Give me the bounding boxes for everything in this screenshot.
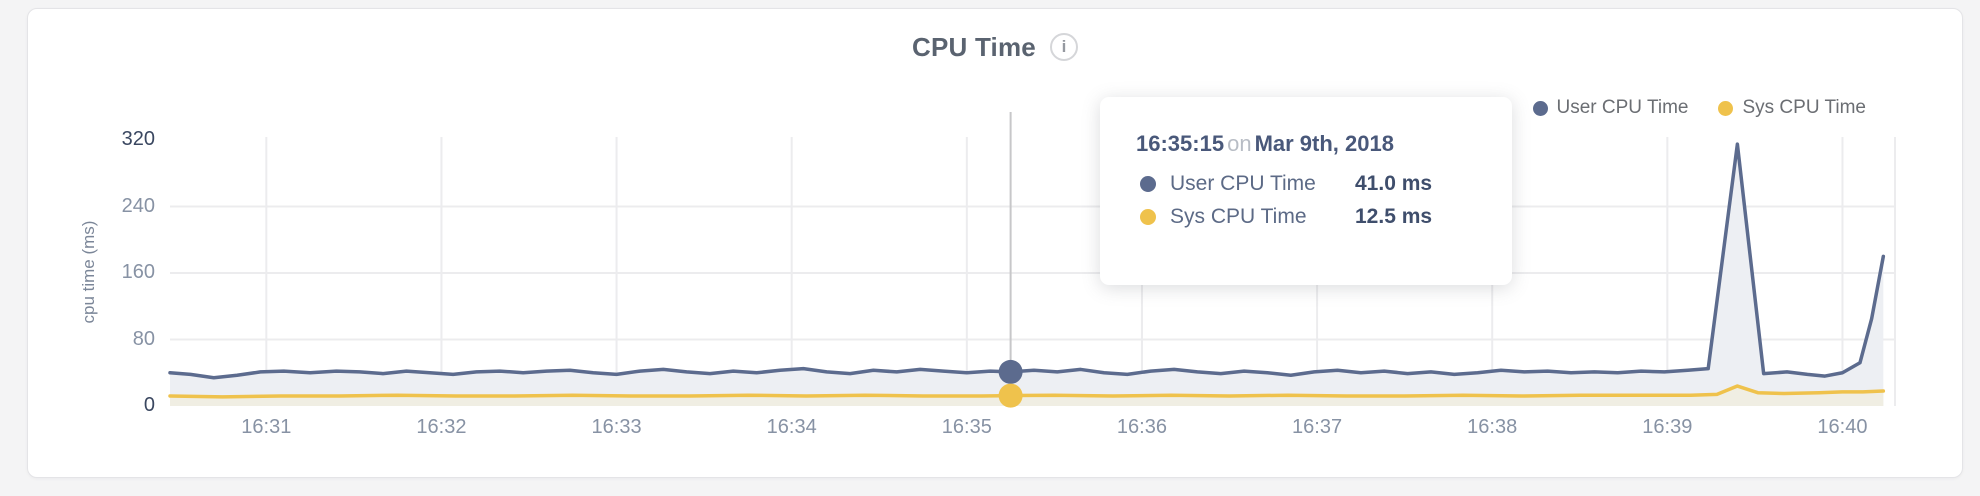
tooltip-time: 16:35:15: [1136, 131, 1225, 156]
tooltip-row: User CPU Time 41.0 ms: [1136, 170, 1512, 198]
legend-label: User CPU Time: [1556, 97, 1689, 118]
hover-dot-user: [998, 359, 1023, 384]
legend: User CPU Time Sys CPU Time: [1532, 97, 1866, 119]
tooltip-series-dot-icon: [1140, 209, 1156, 225]
tooltip-header: 16:35:15 on Mar 9th, 2018: [1136, 131, 1512, 157]
y-tick-label: 0: [143, 394, 155, 416]
y-tick-label: 320: [121, 128, 155, 150]
x-tick-label: 16:31: [241, 416, 292, 438]
y-tick-label: 240: [121, 194, 155, 217]
legend-dot-icon: [1718, 100, 1734, 116]
tooltip-series-value: 12.5 ms: [1355, 205, 1433, 228]
tooltip-date: Mar 9th, 2018: [1254, 131, 1394, 156]
legend-dot-icon: [1532, 100, 1548, 116]
x-tick-label: 16:38: [1467, 416, 1518, 438]
x-tick-label: 16:37: [1292, 416, 1343, 438]
sys-cpu-line: [168, 384, 1886, 399]
user-cpu-line: [168, 142, 1886, 380]
user-cpu-area: [170, 144, 1884, 406]
info-icon[interactable]: i: [1049, 33, 1078, 61]
tooltip: 16:35:15 on Mar 9th, 2018 User CPU Time 41.…: [1100, 97, 1512, 285]
tooltip-series-dot-icon: [1140, 176, 1156, 192]
chart-title-row: CPU Time i: [27, 30, 1963, 64]
tooltip-rows: User CPU Time 41.0 ms Sys CPU Time 12.5 ms: [1136, 170, 1512, 231]
y-tick-label: 160: [121, 261, 155, 283]
tooltip-conjunction: on: [1227, 131, 1252, 156]
legend-label: Sys CPU Time: [1742, 97, 1866, 118]
x-tick-label: 16:40: [1817, 416, 1868, 438]
x-tick-label: 16:34: [766, 416, 817, 438]
tooltip-series-label: Sys CPU Time: [1170, 205, 1307, 228]
x-tick-label: 16:32: [416, 416, 467, 438]
x-tick-label: 16:36: [1116, 416, 1167, 438]
tooltip-series-value: 41.0 ms: [1355, 172, 1433, 195]
legend-item[interactable]: Sys CPU Time: [1718, 97, 1866, 119]
chart-title: CPU Time: [912, 31, 1036, 62]
tooltip-row: Sys CPU Time 12.5 ms: [1136, 203, 1512, 231]
x-tick-label: 16:33: [591, 416, 642, 438]
x-tick-label: 16:39: [1642, 416, 1693, 438]
legend-item[interactable]: User CPU Time: [1532, 97, 1689, 119]
hover-dot-sys: [998, 383, 1023, 408]
tooltip-series-label: User CPU Time: [1170, 172, 1316, 195]
x-tick-label: 16:35: [941, 416, 992, 438]
y-tick-label: 80: [132, 327, 155, 350]
